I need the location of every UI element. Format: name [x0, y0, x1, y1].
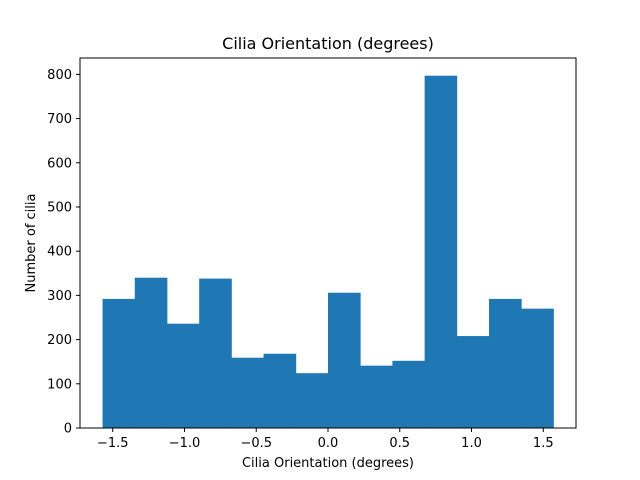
- histogram-bar: [489, 298, 522, 428]
- y-tick-label: 500: [47, 200, 72, 215]
- x-tick-label: −1.5: [97, 436, 129, 451]
- histogram-bar: [102, 298, 136, 428]
- histogram-bar: [166, 323, 200, 428]
- x-axis-ticks: −1.5 −1.0 −0.5 0.0 0.5 1.0 1.5: [97, 428, 554, 451]
- x-tick-label: 0.0: [318, 436, 339, 451]
- y-tick-label: 700: [47, 112, 72, 127]
- y-tick-label: 400: [47, 245, 72, 260]
- plot-frame: [79, 57, 577, 429]
- x-tick-label: 0.5: [389, 436, 410, 451]
- histogram-bar: [521, 308, 554, 428]
- x-tick-label: −0.5: [240, 436, 272, 451]
- histogram-bar: [134, 277, 168, 428]
- x-tick-label: −1.0: [169, 436, 201, 451]
- histogram-bar: [456, 336, 490, 428]
- histogram-bar: [263, 353, 297, 428]
- y-tick-label: 800: [47, 68, 72, 83]
- chart-title: Cilia Orientation (degrees): [222, 34, 434, 53]
- histogram-bar: [231, 357, 264, 428]
- x-axis-label: Cilia Orientation (degrees): [242, 456, 414, 471]
- histogram-bar: [328, 292, 361, 428]
- histogram-bar: [392, 360, 426, 428]
- y-tick-label: 200: [47, 333, 72, 348]
- y-tick-label: 0: [64, 422, 72, 437]
- y-tick-label: 300: [47, 289, 72, 304]
- y-axis-label: Number of cilia: [24, 194, 39, 293]
- x-tick-label: 1.5: [533, 436, 554, 451]
- y-tick-label: 100: [47, 377, 72, 392]
- bars-group: [102, 75, 554, 429]
- x-tick-label: 1.0: [461, 436, 482, 451]
- y-axis-ticks: 0 100 200 300 400 500 600 700 800: [47, 68, 80, 437]
- y-tick-label: 600: [47, 156, 72, 171]
- histogram-bar: [360, 365, 393, 428]
- histogram-bar: [199, 278, 232, 428]
- histogram-bar: [295, 373, 329, 428]
- histogram-bar: [424, 75, 458, 429]
